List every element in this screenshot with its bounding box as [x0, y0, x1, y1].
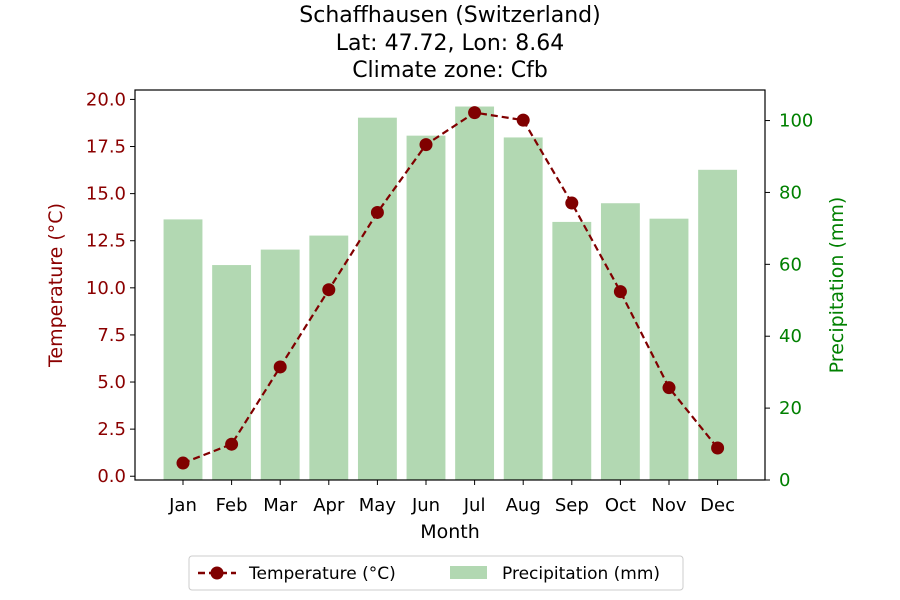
precipitation-bar [698, 169, 738, 480]
temperature-point [662, 381, 676, 395]
title-line-2: Lat: 47.72, Lon: 8.64 [336, 31, 564, 56]
right-tick-label: 60 [779, 254, 802, 275]
left-tick-label: 10.0 [86, 278, 126, 299]
precipitation-bars [163, 106, 738, 481]
x-tick-label: May [359, 495, 397, 516]
right-axis-ticks: 0 20 40 60 80 100 [765, 111, 813, 491]
left-tick-label: 2.5 [97, 419, 126, 440]
precipitation-bar [406, 135, 446, 480]
x-tick-label: Mar [263, 495, 298, 516]
precipitation-bar [503, 137, 543, 480]
x-tick-label: Dec [700, 495, 735, 516]
x-tick-label: Jan [168, 495, 197, 516]
x-tick-label: Oct [605, 495, 636, 516]
x-tick-label: Apr [313, 495, 345, 516]
temperature-point [322, 283, 336, 297]
legend-temperature-label: Temperature (°C) [248, 564, 396, 584]
temperature-point [273, 360, 287, 374]
left-tick-label: 20.0 [86, 89, 126, 110]
right-tick-label: 0 [779, 470, 790, 491]
left-tick-label: 5.0 [97, 372, 126, 393]
right-tick-label: 80 [779, 182, 802, 203]
left-tick-label: 0.0 [97, 466, 126, 487]
left-tick-label: 7.5 [97, 325, 126, 346]
x-axis-ticks: Jan Feb Mar Apr May Jun Jul Aug Sep Oct Nov Dec [168, 480, 735, 516]
temperature-point [516, 113, 530, 127]
legend-frame [188, 555, 684, 591]
x-tick-label: Nov [651, 495, 686, 516]
x-tick-label: Feb [216, 495, 248, 516]
legend: Temperature (°C) Precipitation (mm) [188, 555, 684, 591]
right-axis-label: Precipitation (mm) [826, 197, 848, 374]
precipitation-bar [163, 219, 203, 480]
right-tick-label: 20 [779, 398, 802, 419]
temperature-point [176, 456, 190, 470]
x-tick-label: Aug [506, 495, 541, 516]
x-axis-label: Month [420, 521, 480, 543]
legend-precipitation-swatch [450, 566, 487, 579]
left-tick-label: 15.0 [86, 184, 126, 205]
plot-frame [134, 89, 766, 481]
precipitation-bar [309, 235, 349, 480]
temperature-point [419, 138, 433, 152]
title-line-3: Climate zone: Cfb [352, 58, 548, 83]
precipitation-bar [357, 117, 397, 480]
left-tick-label: 17.5 [86, 137, 126, 158]
x-tick-label: Sep [555, 495, 589, 516]
precipitation-bar [455, 106, 495, 481]
precipitation-bar [600, 203, 640, 480]
temperature-line [176, 106, 725, 470]
chart-title: Schaffhausen (Switzerland) Lat: 47.72, L… [299, 3, 600, 83]
temperature-point [370, 205, 384, 219]
left-axis-ticks: 0.0 2.5 5.0 7.5 10.0 12.5 15.0 17.5 20.0 [86, 89, 135, 487]
legend-precipitation-label: Precipitation (mm) [502, 564, 660, 584]
x-tick-label: Jun [411, 495, 440, 516]
x-tick-label: Jul [463, 495, 486, 516]
legend-temperature-swatch-marker [210, 566, 224, 580]
title-line-1: Schaffhausen (Switzerland) [299, 3, 600, 28]
left-axis-label: Temperature (°C) [45, 203, 67, 368]
left-tick-label: 12.5 [86, 231, 126, 252]
right-tick-label: 100 [779, 111, 813, 132]
precipitation-bar [649, 218, 689, 481]
temperature-line-path [182, 111, 719, 465]
right-tick-label: 40 [779, 326, 802, 347]
temperature-point [468, 106, 482, 120]
temperature-point [565, 196, 579, 210]
precipitation-bar [552, 221, 592, 480]
temperature-point [225, 437, 239, 451]
temperature-point [711, 441, 725, 455]
temperature-point [613, 285, 627, 299]
